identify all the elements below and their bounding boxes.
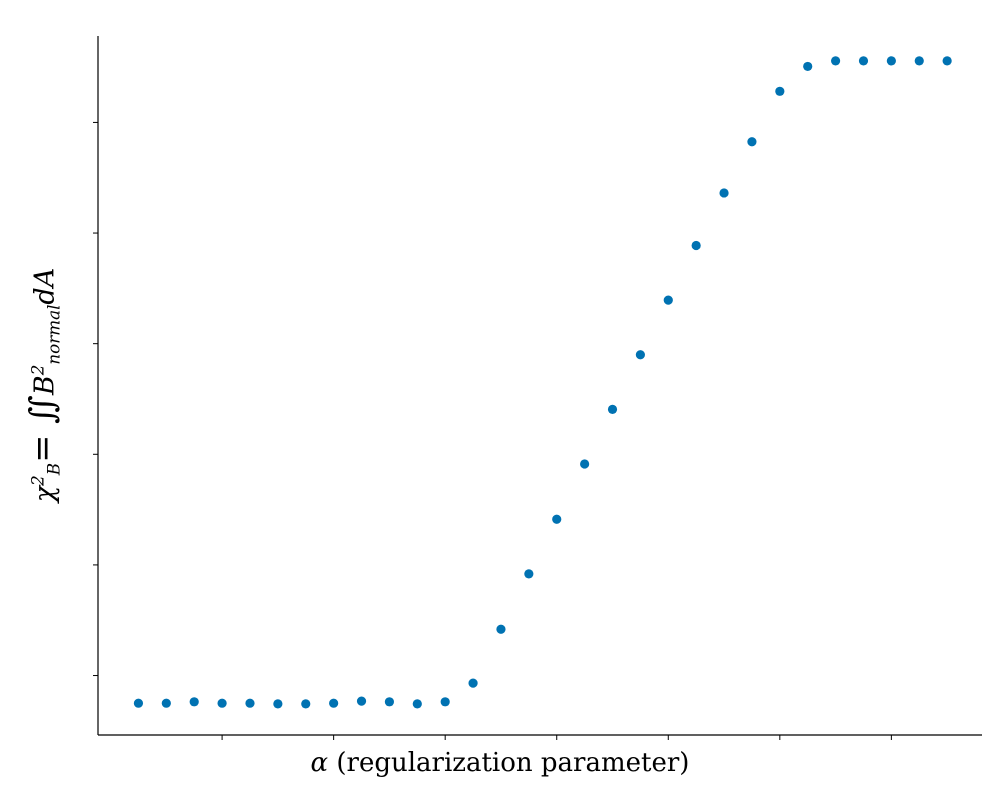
- y-label-chi-sub: B: [43, 462, 64, 476]
- data-point: [524, 569, 534, 579]
- data-point: [803, 61, 813, 72]
- data-point: [663, 295, 673, 305]
- y-label-chi-sup: 2: [27, 475, 48, 486]
- data-point: [356, 696, 367, 706]
- data-point: [552, 514, 562, 524]
- data-point: [635, 350, 645, 360]
- data-point: [496, 624, 506, 634]
- y-label-b-sub: normal: [43, 304, 64, 365]
- data-point: [886, 56, 896, 66]
- y-label-integral: = ∬: [22, 395, 62, 463]
- data-point: [273, 699, 283, 709]
- data-point: [384, 697, 395, 707]
- x-axis-symbol: α: [310, 748, 329, 778]
- data-point: [440, 697, 450, 707]
- x-axis-text: (regularization parameter): [328, 748, 690, 778]
- x-axis-label: α (regularization parameter): [0, 748, 1000, 778]
- data-point: [830, 56, 841, 66]
- data-point: [942, 56, 952, 66]
- data-points: [133, 56, 952, 709]
- data-point: [245, 698, 255, 708]
- data-point: [301, 699, 311, 709]
- data-point: [691, 240, 701, 251]
- data-point: [607, 404, 618, 414]
- y-label-b-sup: 2: [27, 364, 48, 376]
- y-axis-label: χ2B= ∬B2normaldA: [22, 268, 63, 502]
- data-point: [161, 698, 171, 708]
- data-point: [412, 699, 422, 709]
- data-point: [217, 698, 227, 708]
- data-point: [775, 86, 785, 96]
- data-point: [133, 698, 144, 708]
- data-point: [719, 188, 729, 198]
- y-label-da: dA: [29, 267, 61, 305]
- data-point: [189, 697, 199, 707]
- y-label-chi: χ: [29, 485, 61, 503]
- ticks: [93, 121, 892, 740]
- data-point: [329, 698, 339, 708]
- data-point: [580, 459, 590, 469]
- data-point: [858, 56, 869, 66]
- data-point: [468, 678, 478, 688]
- data-point: [747, 137, 757, 147]
- y-label-b: B: [29, 375, 61, 396]
- data-point: [914, 56, 924, 66]
